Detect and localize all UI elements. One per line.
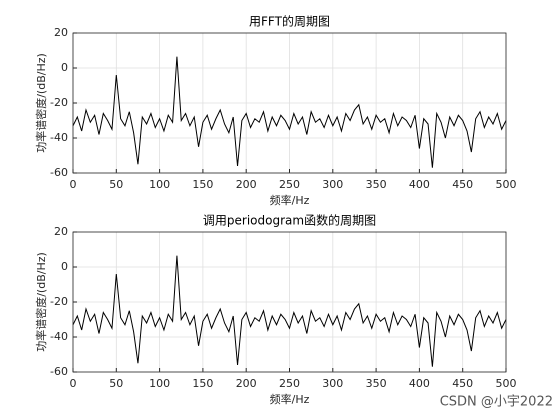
- x-axis-label: 频率/Hz: [270, 392, 310, 406]
- y-tick-label: 20: [54, 225, 68, 238]
- y-tick-label: 20: [54, 26, 68, 39]
- y-tick-label: -40: [50, 330, 68, 343]
- y-tick-label: -20: [50, 295, 68, 308]
- x-tick-label: 450: [452, 377, 473, 390]
- axes-box: [72, 32, 507, 174]
- y-tick-label: -60: [50, 365, 68, 378]
- x-tick-label: 300: [322, 178, 343, 191]
- x-tick-label: 500: [496, 377, 517, 390]
- x-tick-label: 200: [236, 178, 257, 191]
- y-tick-label: 0: [61, 61, 68, 74]
- x-tick-label: 350: [366, 377, 387, 390]
- x-tick-label: 300: [322, 377, 343, 390]
- data-line: [72, 56, 507, 168]
- x-tick-label: 350: [366, 178, 387, 191]
- y-tick-label: 0: [61, 260, 68, 273]
- data-line: [72, 255, 507, 367]
- x-tick-label: 50: [109, 377, 123, 390]
- x-tick-label: 400: [409, 178, 430, 191]
- x-tick-label: 400: [409, 377, 430, 390]
- y-tick-label: -40: [50, 131, 68, 144]
- y-tick-label: -60: [50, 166, 68, 179]
- chart-title: 调用periodogram函数的周期图: [203, 213, 376, 228]
- x-tick-label: 100: [149, 178, 170, 191]
- y-axis-label: 功率谱密度/(dB/Hz): [34, 252, 48, 352]
- x-tick-label: 500: [496, 178, 517, 191]
- chart-title: 用FFT的周期图: [249, 14, 330, 29]
- x-tick-label: 150: [192, 377, 213, 390]
- x-tick-label: 250: [279, 178, 300, 191]
- x-tick-label: 150: [192, 178, 213, 191]
- x-tick-label: 450: [452, 178, 473, 191]
- watermark: CSDN @小宇2022: [440, 395, 553, 410]
- y-axis-label: 功率谱密度/(dB/Hz): [34, 53, 48, 153]
- axes-box: [72, 231, 507, 373]
- x-tick-label: 50: [109, 178, 123, 191]
- x-tick-label: 100: [149, 377, 170, 390]
- x-tick-label: 250: [279, 377, 300, 390]
- x-tick-label: 0: [70, 377, 77, 390]
- x-tick-label: 0: [70, 178, 77, 191]
- x-tick-label: 200: [236, 377, 257, 390]
- x-axis-label: 频率/Hz: [270, 193, 310, 207]
- y-tick-label: -20: [50, 96, 68, 109]
